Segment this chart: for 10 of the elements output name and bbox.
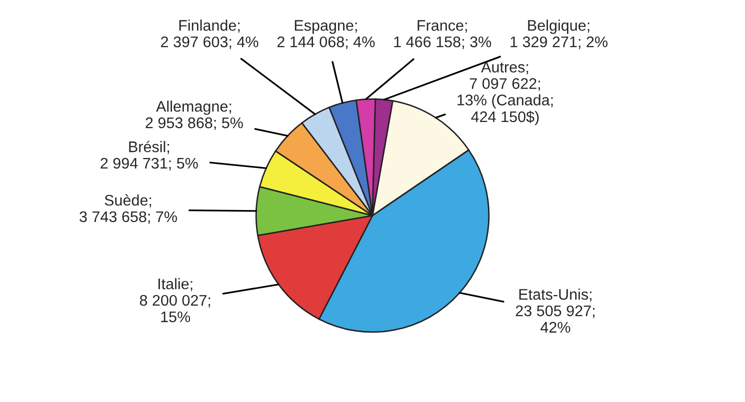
slice-label: France; 1 466 158; 3%: [394, 20, 492, 50]
slice-label: Espagne; 2 144 068; 4%: [277, 20, 375, 50]
slice-label: Brésil; 2 994 731; 5%: [100, 140, 198, 170]
slice-label: Belgique; 1 329 271; 2%: [510, 20, 608, 50]
slice-label: Autres; 7 097 622; 13% (Canada; 424 150$): [458, 62, 553, 126]
slice-label: Italie; 8 200 027; 15%: [140, 278, 210, 322]
slice-label: Suède; 3 743 658; 7%: [80, 194, 177, 224]
slice-label: Allemagne; 2 953 868; 5%: [146, 100, 243, 130]
slice-label: Finlande; 2 397 603; 4%: [161, 20, 258, 50]
slice-label: Etats-Unis; 23 505 927; 42%: [516, 288, 594, 333]
